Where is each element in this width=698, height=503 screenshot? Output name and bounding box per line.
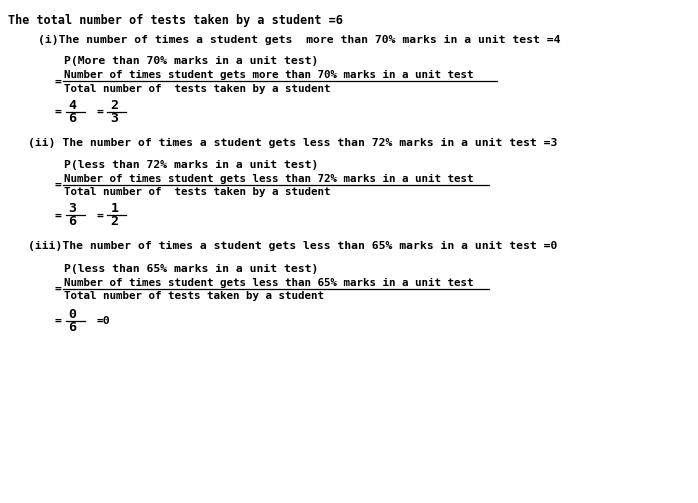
Text: 2: 2 (110, 215, 118, 228)
Text: =: = (54, 284, 61, 294)
Text: Total number of  tests taken by a student: Total number of tests taken by a student (64, 187, 331, 197)
Text: P(less than 65% marks in a unit test): P(less than 65% marks in a unit test) (64, 264, 318, 274)
Text: 6: 6 (68, 321, 76, 334)
Text: Number of times student gets less than 72% marks in a unit test: Number of times student gets less than 7… (64, 174, 474, 184)
Text: 2: 2 (110, 99, 118, 112)
Text: 6: 6 (68, 112, 76, 125)
Text: =: = (54, 107, 61, 117)
Text: P(More than 70% marks in a unit test): P(More than 70% marks in a unit test) (64, 56, 318, 66)
Text: Total number of tests taken by a student: Total number of tests taken by a student (64, 291, 324, 301)
Text: Number of times student gets less than 65% marks in a unit test: Number of times student gets less than 6… (64, 278, 474, 288)
Text: =: = (54, 76, 61, 87)
Text: (ii) The number of times a student gets less than 72% marks in a unit test =3: (ii) The number of times a student gets … (28, 138, 557, 148)
Text: =: = (96, 210, 103, 220)
Text: =: = (54, 316, 61, 326)
Text: 0: 0 (68, 308, 76, 321)
Text: Total number of  tests taken by a student: Total number of tests taken by a student (64, 83, 331, 94)
Text: 1: 1 (110, 202, 118, 215)
Text: 4: 4 (68, 99, 76, 112)
Text: 3: 3 (68, 202, 76, 215)
Text: The total number of tests taken by a student =6: The total number of tests taken by a stu… (8, 14, 343, 27)
Text: 6: 6 (68, 215, 76, 228)
Text: (i)The number of times a student gets  more than 70% marks in a unit test =4: (i)The number of times a student gets mo… (38, 35, 561, 45)
Text: (iii)The number of times a student gets less than 65% marks in a unit test =0: (iii)The number of times a student gets … (28, 241, 557, 252)
Text: =: = (96, 107, 103, 117)
Text: =0: =0 (96, 316, 110, 326)
Text: =: = (54, 210, 61, 220)
Text: Number of times student gets more than 70% marks in a unit test: Number of times student gets more than 7… (64, 70, 474, 80)
Text: 3: 3 (110, 112, 118, 125)
Text: P(less than 72% marks in a unit test): P(less than 72% marks in a unit test) (64, 160, 318, 170)
Text: =: = (54, 180, 61, 190)
